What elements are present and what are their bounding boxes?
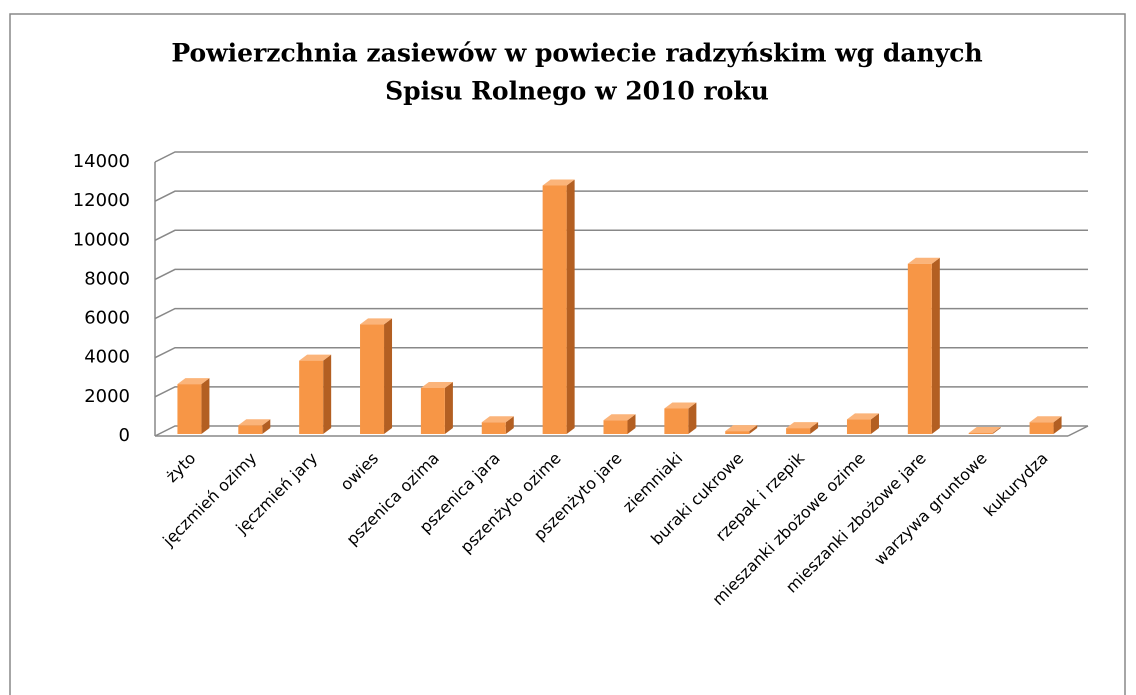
grid-line — [154, 346, 1088, 359]
bar-side — [262, 419, 271, 434]
bar-front — [542, 185, 567, 434]
bar-side — [931, 257, 940, 434]
grid-line — [154, 190, 1088, 202]
bar-top — [420, 382, 453, 389]
bar-front — [846, 419, 871, 434]
y-tick-label: 4000 — [84, 347, 130, 368]
bar-side — [688, 402, 697, 434]
bar — [177, 378, 210, 434]
bar-top — [1029, 416, 1062, 423]
bar-front — [786, 428, 811, 434]
grid-line — [154, 386, 1088, 398]
bar-side — [992, 427, 1001, 434]
bar — [542, 179, 575, 434]
bar-front — [360, 324, 385, 434]
bar-front — [664, 408, 689, 434]
bar — [360, 318, 393, 434]
bar — [907, 257, 940, 434]
chart-title: Spisu Rolnego w 2010 roku — [385, 77, 769, 106]
bar-top — [542, 179, 575, 186]
bar-front — [725, 431, 750, 434]
grid-line — [154, 268, 1088, 281]
bar-front — [299, 360, 324, 434]
bar — [238, 419, 271, 434]
bar-top — [907, 257, 940, 264]
y-tick-label: 10000 — [73, 229, 130, 250]
bar-top — [664, 402, 697, 409]
grid-line — [154, 229, 1088, 241]
bar-side — [566, 179, 575, 434]
bar-front — [420, 388, 445, 434]
bar — [968, 427, 1001, 434]
bar — [420, 382, 453, 434]
bar-side — [810, 422, 819, 434]
y-tick-label: 2000 — [84, 386, 130, 407]
bar-top — [299, 354, 332, 361]
bar-side — [323, 354, 332, 434]
bar-side — [1053, 416, 1062, 434]
bar-side — [505, 416, 514, 434]
bar-top — [968, 427, 1001, 434]
y-tick-label: 14000 — [73, 151, 130, 172]
bar — [481, 416, 514, 434]
bar-top — [360, 318, 393, 325]
y-tick-label: 12000 — [73, 190, 130, 211]
bar-front — [968, 433, 993, 434]
grid-line — [154, 151, 1088, 163]
bar-side — [627, 414, 636, 434]
grid-line — [154, 425, 1088, 437]
bar-side — [444, 382, 453, 434]
grid-line — [154, 307, 1088, 320]
bar-top — [846, 413, 879, 420]
bar — [846, 413, 879, 434]
bar-side — [384, 318, 393, 434]
bar-top — [603, 414, 636, 421]
bar — [664, 402, 697, 434]
bar-front — [907, 263, 932, 434]
y-tick-label: 8000 — [84, 268, 130, 289]
bar-front — [238, 425, 263, 434]
bar-front — [481, 422, 506, 434]
bar-top — [177, 378, 210, 385]
bar — [1029, 416, 1062, 434]
bar-front — [1029, 422, 1054, 434]
bar — [299, 354, 332, 434]
y-tick-label: 0 — [119, 425, 130, 446]
bar-top — [238, 419, 271, 426]
bar-side — [870, 413, 879, 434]
bar-top — [786, 422, 819, 429]
bar — [786, 422, 819, 434]
y-tick-label: 6000 — [84, 308, 130, 329]
bar-side — [201, 378, 210, 434]
bar-top — [725, 425, 758, 432]
bar-top — [481, 416, 514, 423]
bar-front — [177, 384, 202, 434]
chart-title: Powierzchnia zasiewów w powiecie radzyńs… — [171, 39, 982, 68]
bar-side — [749, 425, 758, 434]
bar — [725, 425, 758, 434]
bar — [603, 414, 636, 434]
bar-front — [603, 420, 628, 434]
base-line — [1067, 425, 1089, 437]
